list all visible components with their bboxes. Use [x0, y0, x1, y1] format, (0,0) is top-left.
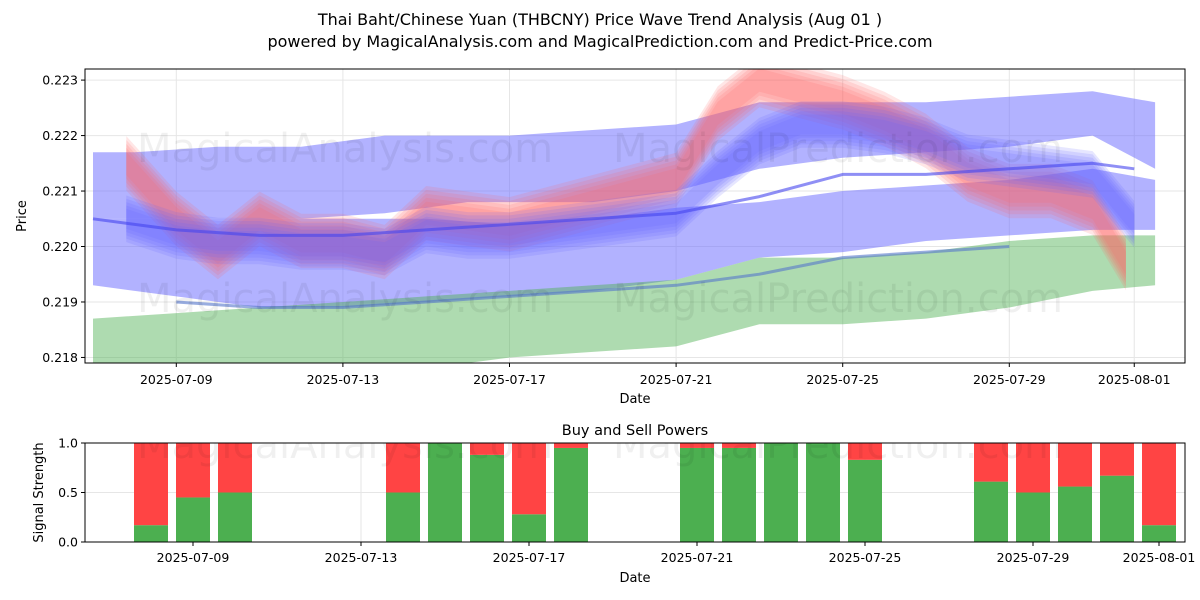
power-x-tick-label: 2025-07-21: [661, 550, 734, 565]
blue-upper-band: [93, 91, 1156, 219]
buy-bar: [806, 443, 840, 542]
power-plot-area: MagicalAnalysis.com MagicalPrediction.com: [85, 422, 1185, 542]
price-x-tick-label: 2025-08-01: [1098, 372, 1171, 387]
blue-lower-band: [93, 168, 1156, 308]
power-x-tick-label: 2025-07-17: [493, 550, 566, 565]
red-wave-ribbon: [126, 69, 1126, 291]
steel-blue-line: [176, 245, 1010, 309]
watermark: MagicalPrediction.com: [613, 276, 1063, 322]
price-x-tick-label: 2025-07-25: [806, 372, 879, 387]
buy-bar: [512, 514, 546, 542]
power-y-tick-label: 0.0: [58, 535, 78, 550]
red-wave-ribbon: [126, 69, 1126, 287]
power-y-tick-label: 1.0: [58, 436, 78, 451]
buy-bar: [554, 447, 588, 542]
sell-bar: [848, 443, 882, 460]
buy-bar: [470, 454, 504, 542]
power-y-tick-label: 0.5: [58, 485, 78, 500]
buy-bar: [764, 443, 798, 542]
power-x-tick-label: 2025-07-09: [157, 550, 230, 565]
power-y-axis-label: Signal Strength: [32, 442, 47, 542]
watermark: MagicalPrediction.com: [613, 126, 1063, 172]
sell-bar: [134, 443, 168, 526]
buy-bar: [974, 481, 1008, 542]
sell-bar: [554, 443, 588, 448]
buy-bar: [1016, 492, 1050, 542]
price-axes-frame: [84, 68, 1186, 364]
price-chart: MagicalAnalysis.com MagicalPrediction.com…: [15, 68, 1186, 407]
watermark: MagicalAnalysis.com: [137, 126, 553, 172]
sell-bar: [1058, 443, 1092, 487]
sell-bar: [1142, 443, 1176, 526]
blue-wave-ribbon: [126, 107, 1135, 269]
buy-bar: [848, 459, 882, 542]
price-y-tick-label: 0.220: [42, 239, 78, 254]
sell-bar: [974, 443, 1008, 482]
price-y-tick-label: 0.218: [42, 350, 78, 365]
buy-bar: [176, 497, 210, 542]
price-x-tick-label: 2025-07-13: [307, 372, 380, 387]
sell-bar: [680, 443, 714, 448]
blue-wave-ribbon: [126, 104, 1135, 266]
power-x-tick-label: 2025-07-13: [325, 550, 398, 565]
buy-bar: [428, 443, 462, 542]
price-y-tick-label: 0.223: [42, 73, 78, 88]
price-x-axis-label: Date: [619, 392, 650, 407]
power-x-tick-label: 2025-07-29: [997, 550, 1070, 565]
watermark: MagicalPrediction.com: [613, 422, 1063, 468]
buy-bar: [1142, 525, 1176, 542]
buy-bar: [680, 447, 714, 542]
sell-bar: [512, 443, 546, 515]
sell-bar: [470, 443, 504, 455]
power-chart-title: Buy and Sell Powers: [562, 423, 708, 439]
sell-bar: [1016, 443, 1050, 493]
blue-wave-ribbon: [126, 114, 1135, 276]
green-band: [93, 235, 1156, 363]
red-wave-ribbon: [126, 69, 1126, 275]
red-wave-ribbon: [126, 69, 1126, 279]
buy-bar: [1100, 475, 1134, 542]
watermark: MagicalAnalysis.com: [137, 276, 553, 322]
chart-subtitle: powered by MagicalAnalysis.com and Magic…: [267, 32, 932, 51]
price-y-tick-label: 0.222: [42, 128, 78, 143]
buy-bar: [1058, 486, 1092, 542]
blue-wave-ribbon: [126, 111, 1135, 272]
chart-title: Thai Baht/Chinese Yuan (THBCNY) Price Wa…: [317, 10, 882, 29]
buy-bar: [722, 447, 756, 542]
blue-wave-ribbon: [126, 101, 1135, 262]
buy-bar: [386, 492, 420, 542]
price-y-tick-label: 0.219: [42, 294, 78, 309]
sell-bar: [218, 443, 252, 493]
red-wave-ribbon: [126, 69, 1126, 283]
sell-bar: [386, 443, 420, 493]
buy-bar: [134, 525, 168, 542]
price-plot-area: MagicalAnalysis.com MagicalPrediction.com…: [85, 69, 1185, 363]
price-y-axis-label: Price: [15, 200, 30, 232]
price-y-tick-label: 0.221: [42, 184, 78, 199]
buy-bar: [218, 492, 252, 542]
dark-blue-trend-line: [92, 161, 1135, 237]
price-x-tick-label: 2025-07-17: [473, 372, 546, 387]
sell-bar: [1100, 443, 1134, 476]
power-x-axis-label: Date: [619, 571, 650, 586]
price-x-tick-label: 2025-07-21: [640, 372, 713, 387]
price-x-tick-label: 2025-07-09: [140, 372, 213, 387]
price-x-tick-label: 2025-07-29: [973, 372, 1046, 387]
watermark: MagicalAnalysis.com: [137, 422, 553, 468]
power-x-tick-label: 2025-08-01: [1123, 550, 1196, 565]
power-chart: MagicalAnalysis.com MagicalPrediction.com…: [32, 422, 1196, 586]
sell-bar: [722, 443, 756, 448]
power-x-tick-label: 2025-07-25: [829, 550, 902, 565]
sell-bar: [176, 443, 210, 498]
